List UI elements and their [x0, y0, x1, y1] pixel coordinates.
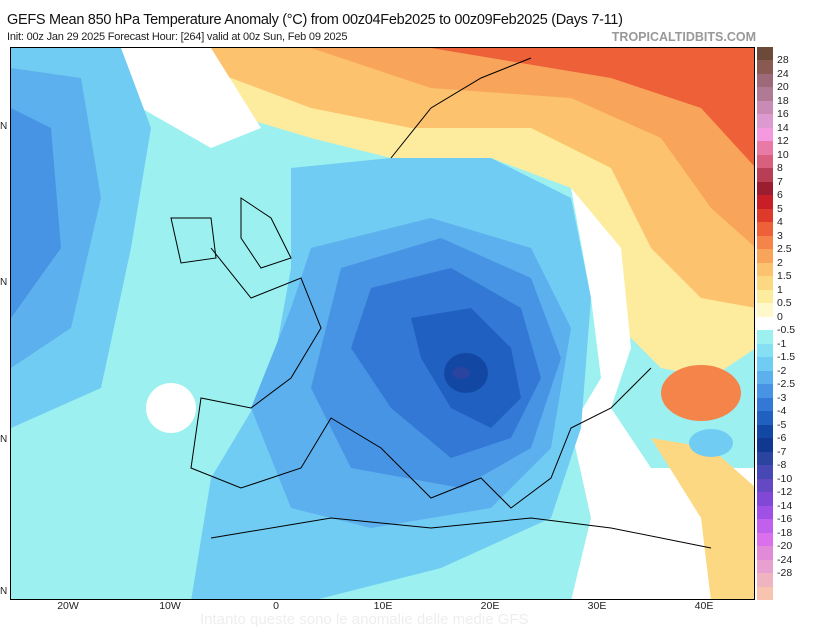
colorbar-swatch: [757, 127, 773, 142]
colorbar-label: -7: [777, 445, 787, 458]
colorbar-label: 6: [777, 189, 783, 202]
colorbar-label: -5: [777, 418, 787, 431]
x-tick-label: 30E: [587, 600, 607, 612]
colorbar-swatch: [757, 438, 773, 453]
colorbar-swatch: [757, 249, 773, 264]
colorbar-label: 10: [777, 148, 789, 161]
colorbar-label: -4: [777, 405, 787, 418]
colorbar-swatch: [757, 303, 773, 318]
colorbar-label: 8: [777, 162, 783, 175]
colorbar: [757, 47, 773, 601]
colorbar-swatch: [757, 141, 773, 156]
colorbar-swatch: [757, 397, 773, 412]
colorbar-label: 24: [777, 67, 789, 80]
colorbar-label: -3: [777, 391, 787, 404]
x-tick-label: 10E: [373, 600, 393, 612]
anomaly-field: [11, 48, 754, 599]
colorbar-label: 1: [777, 283, 783, 296]
colorbar-swatch: [757, 235, 773, 250]
x-tick-label: 20E: [480, 600, 500, 612]
colorbar-label: 0.5: [777, 297, 792, 310]
colorbar-label: -1: [777, 337, 787, 350]
colorbar-label: -20: [777, 540, 793, 553]
colorbar-swatch: [757, 330, 773, 345]
colorbar-label: -28: [777, 567, 793, 580]
colorbar-label: -12: [777, 486, 793, 499]
colorbar-swatch: [757, 411, 773, 426]
colorbar-label: 5: [777, 202, 783, 215]
colorbar-label: 2.5: [777, 243, 792, 256]
colorbar-swatch: [757, 586, 773, 601]
colorbar-swatch: [757, 87, 773, 102]
colorbar-label: 4: [777, 216, 783, 229]
colorbar-label: 18: [777, 94, 789, 107]
colorbar-swatch: [757, 181, 773, 196]
colorbar-swatch: [757, 60, 773, 75]
colorbar-swatch: [757, 465, 773, 480]
colorbar-label: 0: [777, 310, 783, 323]
colorbar-swatch: [757, 154, 773, 169]
colorbar-label: 14: [777, 121, 789, 134]
colorbar-swatch: [757, 451, 773, 466]
colorbar-swatch: [757, 316, 773, 331]
map-title: GEFS Mean 850 hPa Temperature Anomaly (°…: [7, 12, 623, 28]
colorbar-swatch: [757, 357, 773, 372]
colorbar-swatch: [757, 478, 773, 493]
x-tick-label: 10W: [159, 600, 181, 612]
colorbar-label: -24: [777, 553, 793, 566]
y-tick-label: N: [0, 277, 8, 288]
colorbar-swatch: [757, 276, 773, 291]
colorbar-swatch: [757, 559, 773, 574]
y-tick-label: N: [0, 586, 8, 597]
y-tick-label: N: [0, 121, 8, 132]
colorbar-label: 3: [777, 229, 783, 242]
x-tick-label: 20W: [57, 600, 79, 612]
overlay-ghost-text: Intanto queste sono le anomalie delle me…: [200, 611, 529, 628]
colorbar-label: -1.5: [777, 351, 796, 364]
colorbar-swatch: [757, 114, 773, 129]
temperature-anomaly-map: [10, 47, 755, 600]
colorbar-label: -14: [777, 499, 793, 512]
colorbar-swatch: [757, 289, 773, 304]
colorbar-label: -2.5: [777, 378, 796, 391]
colorbar-label: -10: [777, 472, 793, 485]
colorbar-swatch: [757, 505, 773, 520]
colorbar-swatch: [757, 47, 773, 61]
colorbar-swatch: [757, 73, 773, 88]
colorbar-label: 2: [777, 256, 783, 269]
colorbar-swatch: [757, 573, 773, 587]
colorbar-label: 28: [777, 54, 789, 67]
colorbar-swatch: [757, 546, 773, 561]
colorbar-label: -16: [777, 513, 793, 526]
colorbar-swatch: [757, 343, 773, 358]
brand-watermark[interactable]: TROPICALTIDBITS.COM: [611, 30, 756, 44]
colorbar-swatch: [757, 424, 773, 439]
colorbar-swatch: [757, 262, 773, 277]
colorbar-label: -18: [777, 526, 793, 539]
colorbar-swatch: [757, 222, 773, 237]
colorbar-swatch: [757, 519, 773, 534]
colorbar-label: -0.5: [777, 324, 796, 337]
y-tick-label: N: [0, 434, 8, 445]
colorbar-label: -2: [777, 364, 787, 377]
colorbar-label: 12: [777, 135, 789, 148]
colorbar-swatch: [757, 370, 773, 385]
colorbar-swatch: [757, 492, 773, 507]
map-subtitle: Init: 00z Jan 29 2025 Forecast Hour: [26…: [7, 31, 348, 43]
colorbar-swatch: [757, 168, 773, 183]
colorbar-label: 20: [777, 81, 789, 94]
colorbar-swatch: [757, 100, 773, 115]
colorbar-label: -8: [777, 459, 787, 472]
colorbar-label: -6: [777, 432, 787, 445]
colorbar-label: 16: [777, 108, 789, 121]
colorbar-label: 7: [777, 175, 783, 188]
x-tick-label: 40E: [694, 600, 714, 612]
colorbar-swatch: [757, 384, 773, 399]
colorbar-label: 1.5: [777, 270, 792, 283]
colorbar-swatch: [757, 208, 773, 223]
x-tick-label: 0: [273, 600, 279, 612]
colorbar-swatch: [757, 532, 773, 547]
colorbar-swatch: [757, 195, 773, 210]
